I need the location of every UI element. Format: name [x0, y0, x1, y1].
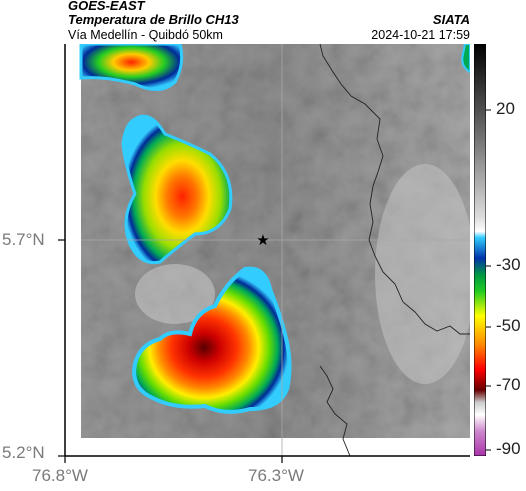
department-boundary — [319, 365, 351, 457]
convective-cell-north — [79, 42, 184, 91]
colorbar-ticks — [486, 109, 491, 451]
colorbar-label: -50 — [496, 316, 521, 335]
star-icon: ★ — [256, 232, 269, 249]
x-axis-label: 76.3°W — [248, 466, 304, 485]
convective-cell-northeast — [461, 43, 471, 74]
brightness-temperature-map: ★ — [79, 42, 475, 457]
colorbar-label: -70 — [496, 375, 521, 394]
route-subtitle: Vía Medellín - Quibdó 50km — [68, 28, 223, 42]
colorbar-label: -90 — [496, 439, 521, 458]
colorbar — [473, 43, 487, 457]
convective-cell-south — [132, 266, 292, 414]
map-panel: ★ — [65, 42, 475, 457]
x-axis-label: 76.8°W — [32, 466, 88, 485]
colorbar-label: 20 — [496, 99, 515, 118]
agency-label: SIATA — [432, 12, 470, 27]
convective-cell-west — [121, 114, 233, 265]
y-axis-label: 5.7°N — [2, 230, 45, 249]
satellite-title: GOES-EAST — [68, 0, 145, 13]
department-boundary — [319, 43, 470, 335]
timestamp-label: 2024-10-21 17:59 — [371, 28, 470, 42]
colorbar-label: -30 — [496, 255, 521, 274]
warm-area — [135, 264, 215, 324]
warm-area — [375, 164, 475, 384]
product-title: Temperatura de Brillo CH13 — [68, 12, 239, 27]
y-axis-label: 5.2°N — [2, 443, 45, 462]
colorbar-scale — [473, 43, 487, 457]
